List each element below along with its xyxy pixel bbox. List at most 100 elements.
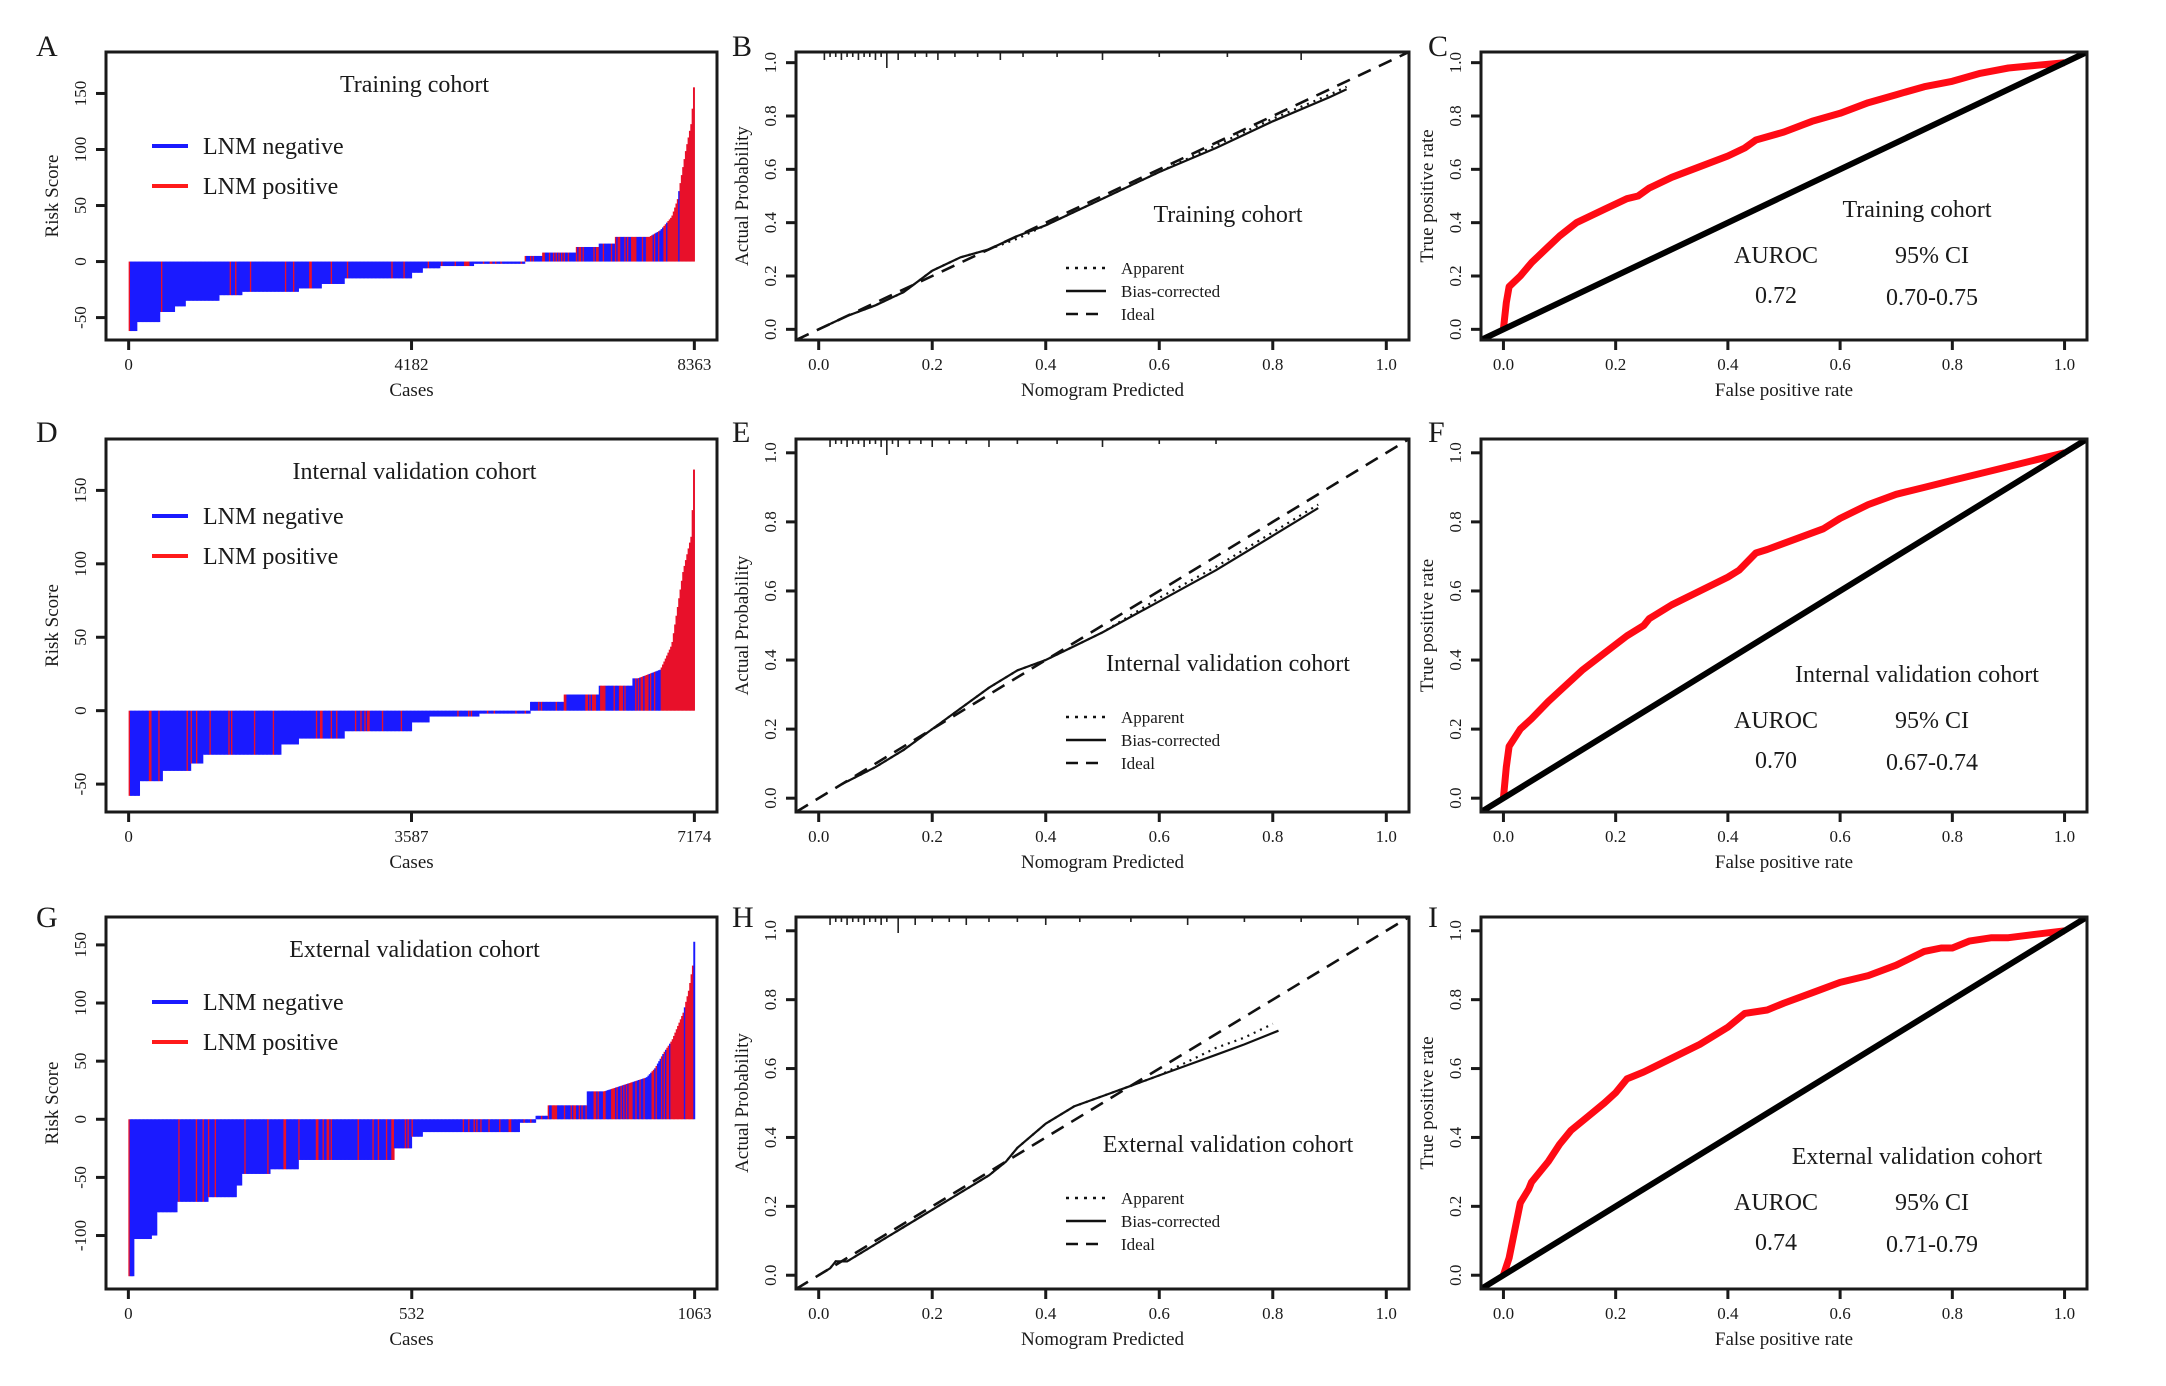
bar-lnm-negative (586, 1091, 589, 1120)
bar-lnm-positive (315, 710, 318, 739)
bar-lnm-negative (609, 1089, 612, 1120)
y-tick-label: 0.0 (1446, 319, 1465, 340)
bar-lnm-positive (592, 694, 594, 711)
bar-lnm-negative (224, 710, 227, 755)
bar-lnm-negative (532, 1119, 535, 1123)
bar-lnm-negative (259, 1119, 262, 1174)
x-tick-label: 0.4 (1717, 827, 1739, 846)
bar-lnm-negative (493, 1119, 496, 1133)
bar-lnm-negative (171, 710, 174, 771)
bar-lnm-negative (221, 261, 224, 296)
bar-lnm-negative (470, 261, 473, 267)
chart-title: Training cohort (1842, 197, 1991, 223)
bar-lnm-negative (350, 710, 353, 732)
bar-lnm-negative (512, 710, 515, 714)
bar-lnm-negative (383, 1119, 386, 1160)
bar-lnm-negative (230, 1119, 233, 1198)
bar-lnm-negative (481, 261, 484, 264)
bar-lnm-positive (611, 1088, 613, 1120)
bar-lnm-negative (204, 261, 207, 301)
bar-lnm-negative (577, 694, 580, 711)
bar-lnm-positive (547, 1105, 550, 1120)
bar-lnm-negative (213, 1119, 216, 1198)
bar-lnm-negative (496, 1119, 499, 1133)
x-axis-label: Cases (389, 380, 433, 401)
bar-lnm-negative (438, 1119, 441, 1133)
bar-lnm-negative (143, 1119, 146, 1240)
bar-lnm-positive (601, 685, 604, 711)
bar-lnm-positive (653, 671, 656, 711)
bar-lnm-negative (357, 710, 360, 732)
bar-lnm-negative (423, 1119, 426, 1133)
bar-lnm-negative (485, 261, 488, 264)
y-tick-label: 0.4 (1446, 1126, 1465, 1148)
bar-lnm-negative (356, 1119, 359, 1160)
bar-lnm-negative (652, 234, 655, 262)
bar-lnm-negative (260, 710, 263, 755)
y-tick-label: 0.6 (761, 580, 780, 601)
ci-value: 0.70-0.75 (1886, 285, 1978, 311)
x-axis-label: False positive rate (1715, 852, 1853, 873)
bar-lnm-negative (542, 1115, 545, 1120)
bar-lnm-positive (563, 1105, 566, 1120)
bar-lnm-negative (321, 1119, 324, 1160)
bar-lnm-negative (259, 710, 262, 755)
bar-lnm-negative (232, 1119, 235, 1198)
bar-lnm-negative (294, 261, 297, 292)
bar-lnm-positive (354, 710, 357, 732)
bar-lnm-negative (291, 1119, 294, 1170)
series-bias-corrected (840, 507, 1319, 786)
bar-lnm-positive (457, 710, 460, 717)
bar-lnm-negative (569, 694, 572, 711)
bar-lnm-negative (185, 710, 188, 771)
bar-lnm-negative (393, 710, 396, 732)
bar-lnm-negative (226, 1119, 229, 1198)
bar-lnm-negative (492, 1119, 495, 1133)
bar-lnm-negative (375, 261, 378, 279)
bar-lnm-negative (569, 252, 572, 262)
bar-lnm-negative (437, 261, 440, 269)
bar-lnm-negative (209, 261, 212, 301)
bar-lnm-negative (334, 1119, 337, 1160)
bar-lnm-negative (513, 1119, 516, 1133)
bar-lnm-negative (262, 261, 264, 292)
bar-lnm-negative (279, 1119, 282, 1170)
auroc-header: AUROC (1734, 1190, 1818, 1216)
bar-lnm-negative (204, 710, 207, 755)
bar-lnm-negative (261, 710, 264, 755)
bar-lnm-negative (216, 1119, 218, 1198)
bar-lnm-negative (481, 710, 484, 714)
bar-lnm-negative (297, 710, 299, 745)
bar-lnm-negative (154, 261, 157, 323)
bar-lnm-negative (134, 261, 136, 332)
bar-lnm-negative (348, 261, 351, 279)
bar-lnm-negative (492, 261, 495, 264)
bar-lnm-negative (225, 261, 228, 296)
bar-lnm-positive (235, 261, 238, 296)
bar-lnm-negative (482, 710, 485, 714)
bar-lnm-negative (222, 710, 225, 755)
bar-lnm-negative (636, 1080, 639, 1120)
roc-curve (1499, 59, 2065, 330)
y-tick-label: 0.8 (1446, 989, 1465, 1010)
bar-lnm-negative (659, 669, 662, 711)
bar-lnm-negative (337, 1119, 340, 1160)
bar-lnm-positive (671, 641, 674, 711)
bar-lnm-negative (212, 710, 215, 755)
bar-lnm-negative (240, 710, 243, 755)
bar-lnm-negative (244, 710, 247, 755)
bar-lnm-negative (453, 261, 456, 267)
ci-header: 95% CI (1895, 708, 1969, 734)
x-axis-label: Cases (389, 1329, 433, 1350)
bar-lnm-negative (302, 261, 305, 289)
legend-label: Bias-corrected (1121, 1212, 1221, 1231)
bar-lnm-negative (164, 1119, 167, 1213)
bar-lnm-positive (575, 246, 578, 262)
bar-lnm-negative (176, 1119, 179, 1202)
bar-lnm-negative (480, 710, 483, 714)
bar-lnm-positive (674, 624, 677, 711)
bar-lnm-negative (573, 252, 576, 262)
bar-lnm-negative (211, 1119, 214, 1198)
bar-lnm-negative (314, 261, 317, 289)
bar-lnm-negative (608, 1089, 611, 1120)
